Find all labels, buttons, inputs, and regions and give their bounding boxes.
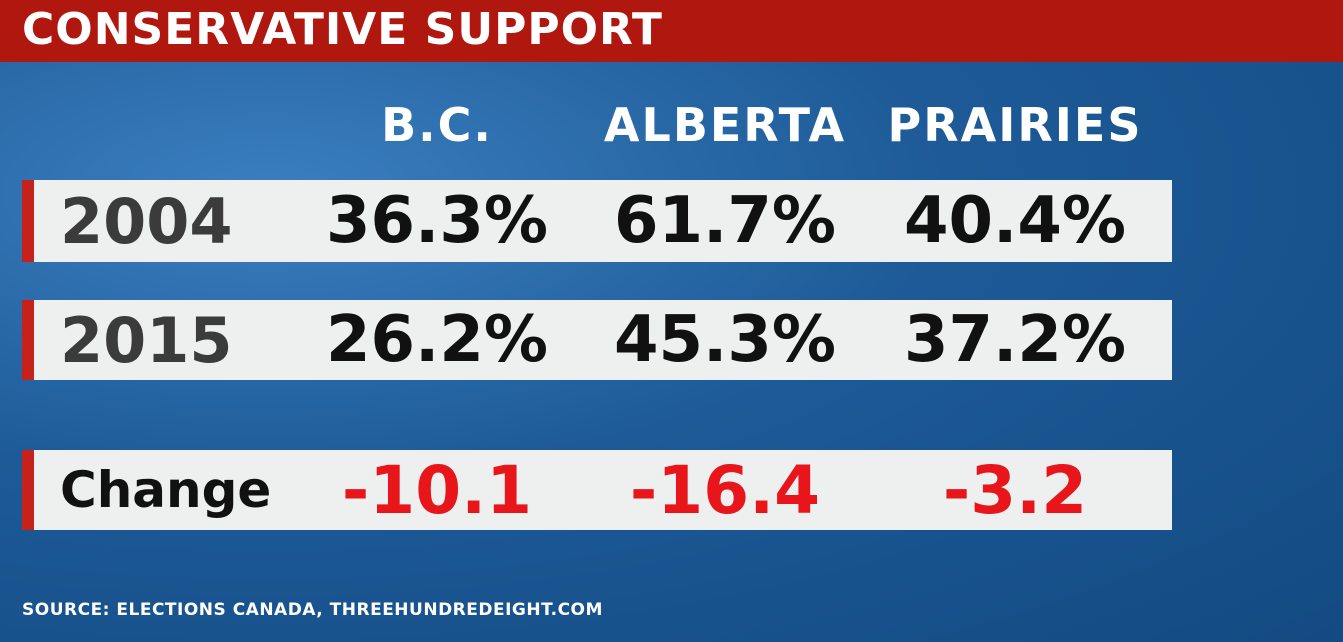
table-cell: 40.4% <box>903 184 1127 258</box>
table-row: 2015 26.2% 45.3% 37.2% <box>22 300 1172 380</box>
table-cell: 36.3% <box>325 184 549 258</box>
column-header: ALBERTA <box>603 98 847 152</box>
title-banner <box>0 0 1343 62</box>
table-row: 2004 36.3% 61.7% 40.4% <box>22 180 1172 262</box>
table-cell: 45.3% <box>613 303 837 377</box>
column-header: B.C. <box>381 98 493 152</box>
table-cell: 26.2% <box>325 303 549 377</box>
source: SOURCE: ELECTIONS CANADA, THREEHUNDREDEI… <box>22 600 603 620</box>
table-cell: 37.2% <box>903 303 1127 377</box>
table-cell: 61.7% <box>613 184 837 258</box>
table-cell: -3.2 <box>942 451 1088 529</box>
row-label: 2015 <box>60 303 233 377</box>
column-header: PRAIRIES <box>887 98 1143 152</box>
row-label: 2004 <box>60 184 233 258</box>
title: CONSERVATIVE SUPPORT <box>22 4 663 55</box>
table-cell: -10.1 <box>341 451 533 529</box>
row-label: Change <box>60 461 272 519</box>
table-cell: -16.4 <box>629 451 821 529</box>
table-row: Change -10.1 -16.4 -3.2 <box>22 450 1172 530</box>
